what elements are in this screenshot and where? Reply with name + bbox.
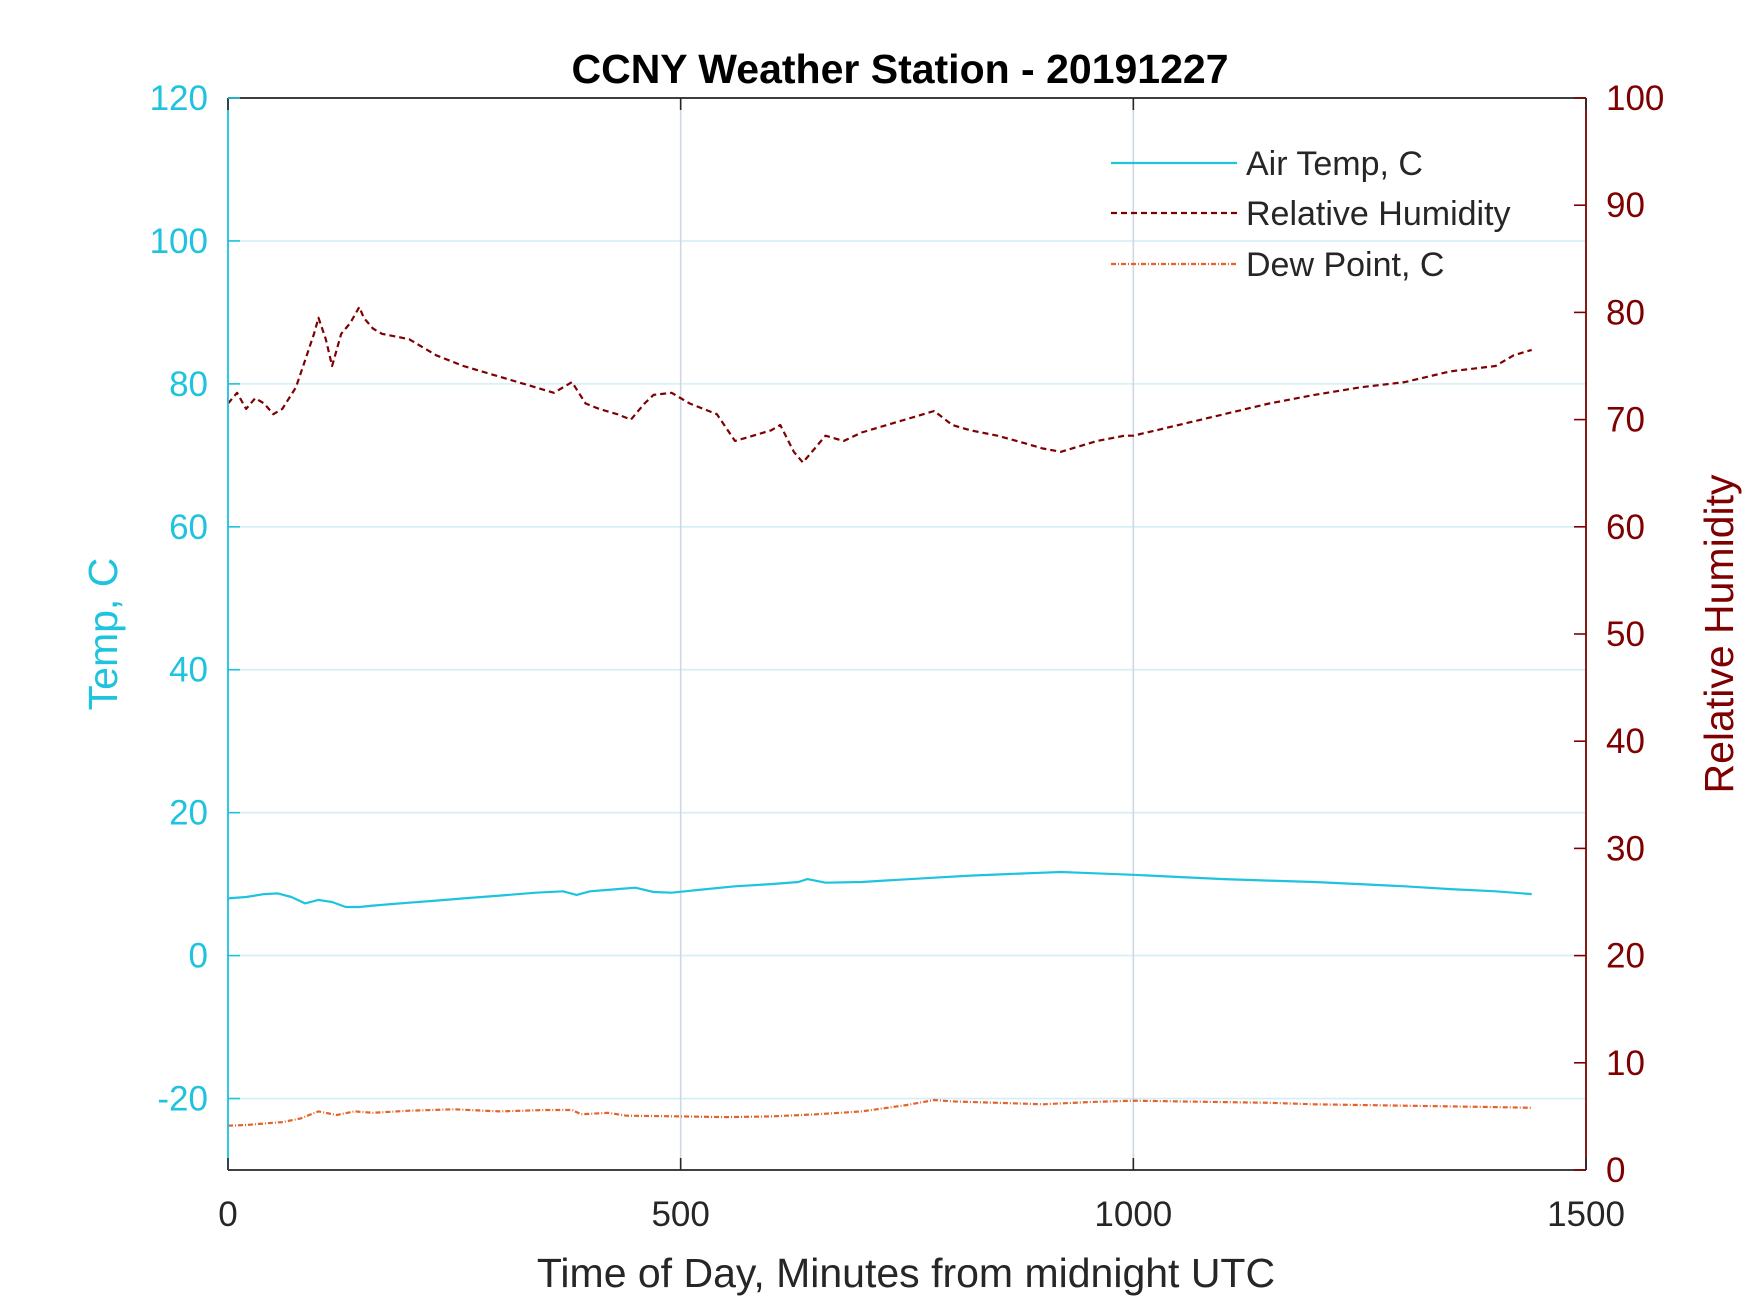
right-tick-label: 80 — [1606, 293, 1645, 332]
series-line-dew-point — [227, 1098, 1532, 1127]
x-tick-label: 0 — [218, 1195, 237, 1234]
right-tick-label: 60 — [1606, 508, 1645, 547]
legend-label-dew-point: Dew Point, C — [1246, 246, 1444, 284]
left-tick-label: 0 — [189, 937, 208, 976]
right-tick-label: 30 — [1606, 829, 1645, 868]
right-axis-label: Relative Humidity — [1696, 474, 1742, 793]
x-tick-label: 1500 — [1547, 1195, 1625, 1234]
left-tick-label: 40 — [169, 651, 208, 690]
left-tick-label: 120 — [150, 79, 208, 118]
right-tick-label: 0 — [1606, 1151, 1625, 1190]
axes: 0 500 1000 1500 -20 0 20 40 60 80 100 120 0 10 20 30 40 5… — [150, 79, 1665, 1234]
legend: Air Temp, C Relative Humidity Dew Point,… — [1111, 145, 1511, 284]
right-tick-label: 20 — [1606, 937, 1645, 976]
left-tick-label: -20 — [157, 1080, 208, 1119]
right-tick-label: 40 — [1606, 722, 1645, 761]
right-tick-label: 50 — [1606, 615, 1645, 654]
series-line-humidity — [227, 305, 1533, 464]
right-tick-label: 100 — [1606, 79, 1664, 118]
left-tick-label: 60 — [169, 508, 208, 547]
right-tick-label: 70 — [1606, 401, 1645, 440]
left-tick-label: 100 — [150, 222, 208, 261]
x-tick-label: 1000 — [1094, 1195, 1172, 1234]
x-tick-label: 500 — [651, 1195, 709, 1234]
x-axis-label: Time of Day, Minutes from midnight UTC — [537, 1250, 1275, 1296]
left-tick-label: 20 — [169, 794, 208, 833]
left-tick-label: 80 — [169, 365, 208, 404]
legend-label-air-temp: Air Temp, C — [1246, 145, 1423, 183]
right-tick-label: 10 — [1606, 1044, 1645, 1083]
legend-label-humidity: Relative Humidity — [1246, 195, 1511, 233]
right-tick-label: 90 — [1606, 186, 1645, 225]
chart-title: CCNY Weather Station - 20191227 — [571, 46, 1228, 92]
series-line-air-temp — [227, 870, 1532, 909]
series-lines — [227, 305, 1533, 1127]
left-axis-label: Temp, C — [80, 558, 126, 711]
